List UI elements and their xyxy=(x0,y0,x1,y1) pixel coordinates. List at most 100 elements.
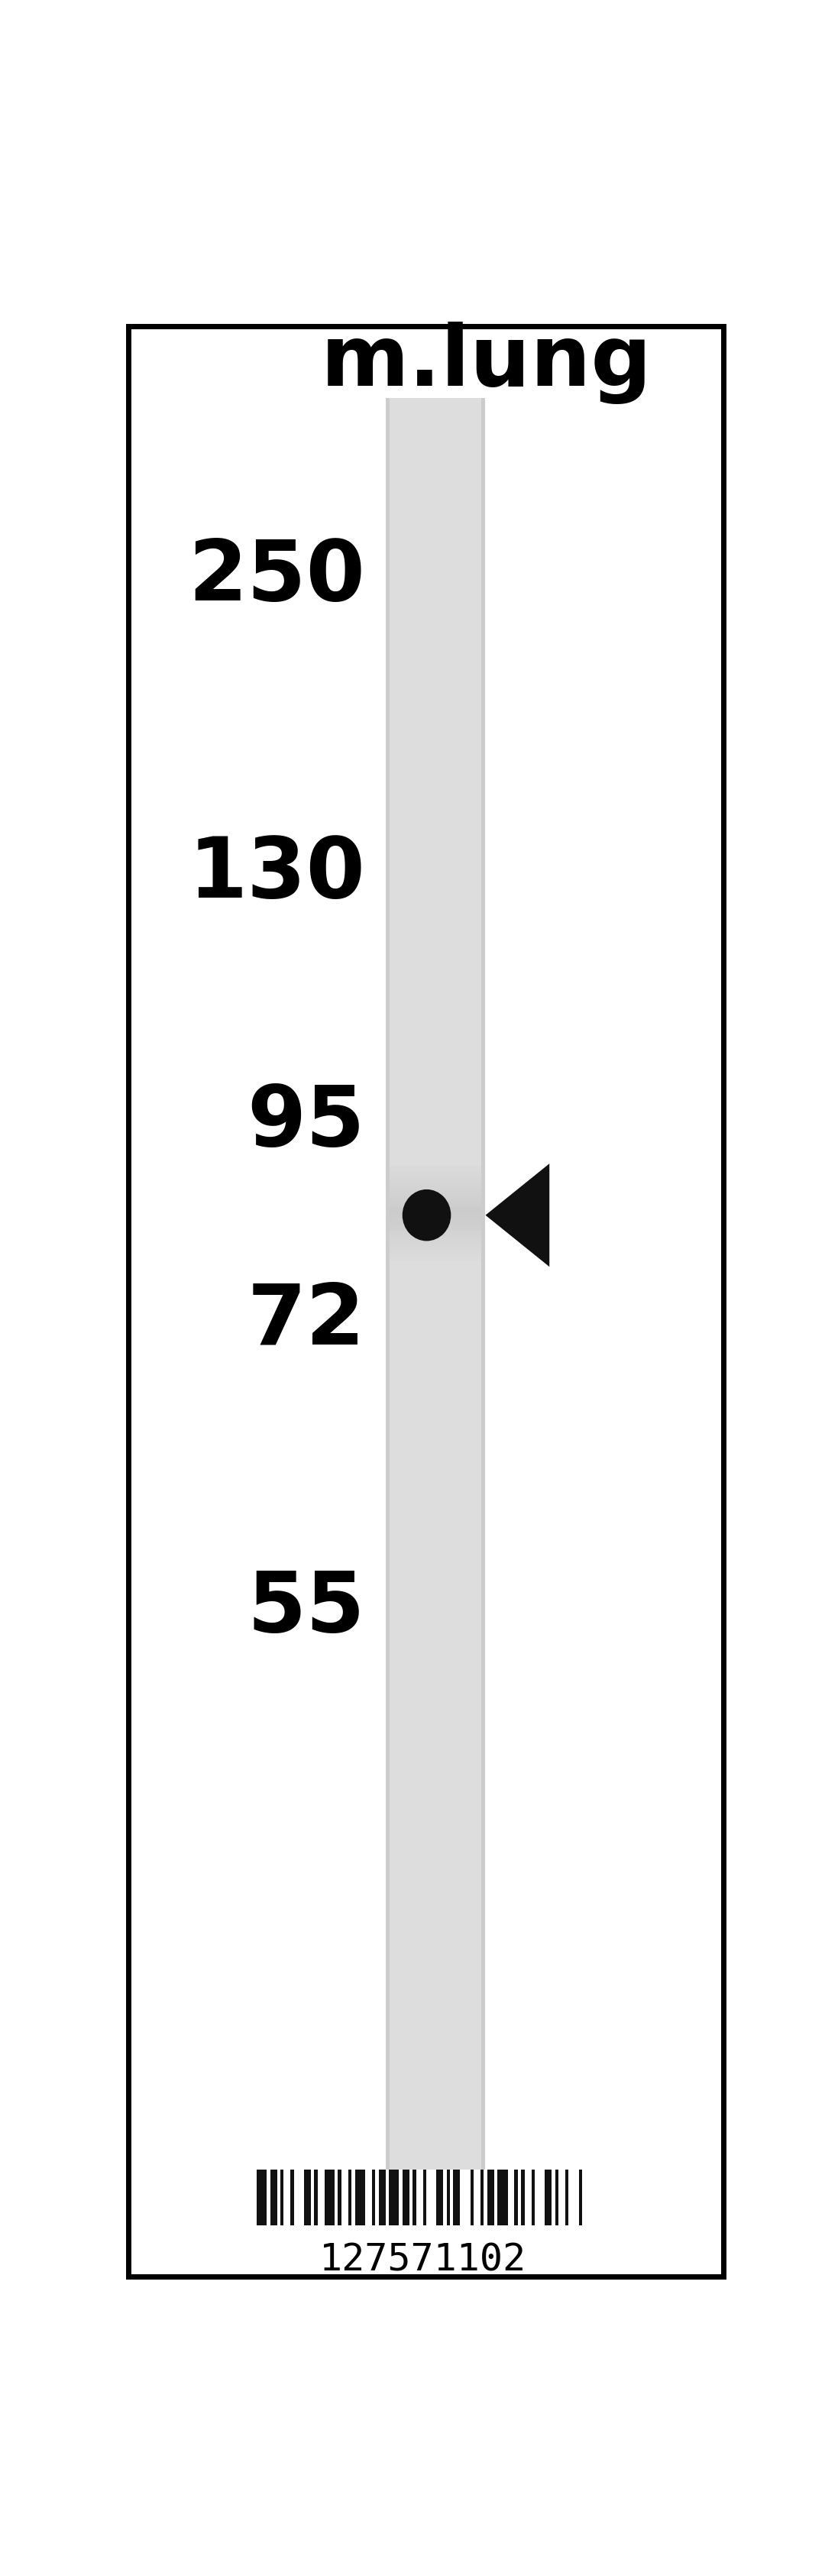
Bar xyxy=(423,2169,427,2226)
Bar xyxy=(386,1618,485,1625)
Bar xyxy=(386,1935,485,1940)
Bar xyxy=(386,1731,485,1736)
Bar xyxy=(386,1754,485,1762)
Bar xyxy=(386,541,485,546)
Bar xyxy=(386,1613,485,1618)
Bar xyxy=(386,1358,485,1363)
Bar xyxy=(386,1958,485,1963)
Bar xyxy=(386,1046,485,1054)
Bar xyxy=(386,1922,485,1927)
Bar xyxy=(386,1690,485,1695)
Bar xyxy=(386,1321,485,1327)
Bar xyxy=(386,422,485,428)
Bar xyxy=(386,1530,485,1535)
Bar xyxy=(552,2169,555,2226)
Bar xyxy=(386,1332,485,1340)
Bar xyxy=(386,1832,485,1839)
Bar xyxy=(386,2094,485,2099)
Bar xyxy=(386,2177,485,2184)
Bar xyxy=(386,1296,485,1303)
Bar xyxy=(386,1458,485,1463)
Bar xyxy=(386,1708,485,1713)
Bar xyxy=(386,1208,485,1213)
Bar xyxy=(409,2169,412,2226)
Bar xyxy=(386,435,485,440)
Bar xyxy=(386,1736,485,1744)
Bar xyxy=(386,690,485,696)
Bar xyxy=(386,1494,485,1499)
Text: 127571102: 127571102 xyxy=(319,2241,526,2277)
Bar xyxy=(386,1476,485,1481)
Bar xyxy=(386,1641,485,1649)
Bar xyxy=(386,631,485,636)
Bar xyxy=(386,1659,485,1667)
Bar xyxy=(386,582,485,590)
Bar xyxy=(474,2169,480,2226)
Bar xyxy=(386,410,485,417)
Bar xyxy=(386,417,485,422)
Bar xyxy=(386,2141,485,2148)
Bar xyxy=(257,2169,266,2226)
Bar xyxy=(386,1054,485,1059)
Bar xyxy=(481,399,485,2184)
Bar xyxy=(386,636,485,641)
Bar xyxy=(386,1546,485,1553)
Bar xyxy=(386,832,485,840)
Bar xyxy=(386,1249,485,1255)
Bar xyxy=(403,2169,409,2226)
Bar xyxy=(386,1303,485,1309)
Bar xyxy=(386,399,485,404)
Bar xyxy=(386,2040,485,2048)
Bar xyxy=(386,2107,485,2112)
Bar xyxy=(355,2169,365,2226)
Bar xyxy=(386,863,485,868)
Bar xyxy=(386,701,485,708)
Bar xyxy=(386,927,485,935)
Bar xyxy=(386,796,485,804)
Bar xyxy=(386,1891,485,1899)
Bar xyxy=(386,958,485,963)
Bar xyxy=(386,1868,485,1875)
Bar xyxy=(386,1981,485,1986)
Bar xyxy=(386,1718,485,1726)
Bar xyxy=(280,2169,284,2226)
Bar xyxy=(386,1857,485,1862)
Bar xyxy=(386,1090,485,1095)
Bar xyxy=(386,2053,485,2058)
Bar xyxy=(386,1886,485,1891)
Bar xyxy=(386,1850,485,1857)
Bar xyxy=(460,2169,470,2226)
Bar xyxy=(386,1649,485,1654)
Bar xyxy=(386,1350,485,1358)
Bar xyxy=(386,1108,485,1113)
Bar xyxy=(386,1095,485,1100)
Bar xyxy=(386,1821,485,1826)
Bar xyxy=(386,1535,485,1540)
Bar xyxy=(351,2169,355,2226)
Bar xyxy=(386,1481,485,1486)
Bar xyxy=(386,778,485,786)
Bar xyxy=(318,2169,324,2226)
Bar xyxy=(290,2169,294,2226)
Bar xyxy=(386,2035,485,2040)
Bar xyxy=(386,2136,485,2141)
Bar xyxy=(386,685,485,690)
Bar xyxy=(386,1685,485,1690)
Bar xyxy=(386,1826,485,1832)
Bar xyxy=(386,2125,485,2130)
Bar xyxy=(386,477,485,482)
Bar xyxy=(386,1417,485,1422)
Bar xyxy=(379,2169,385,2226)
Bar xyxy=(386,1713,485,1718)
Bar xyxy=(386,1082,485,1090)
Bar xyxy=(386,623,485,631)
Bar xyxy=(386,1391,485,1399)
Bar xyxy=(386,1607,485,1613)
Bar xyxy=(386,2117,485,2125)
Bar xyxy=(314,2169,318,2226)
Bar xyxy=(545,2169,552,2226)
Bar xyxy=(386,559,485,564)
Bar xyxy=(386,1340,485,1345)
Bar xyxy=(386,1427,485,1435)
Bar xyxy=(386,451,485,459)
